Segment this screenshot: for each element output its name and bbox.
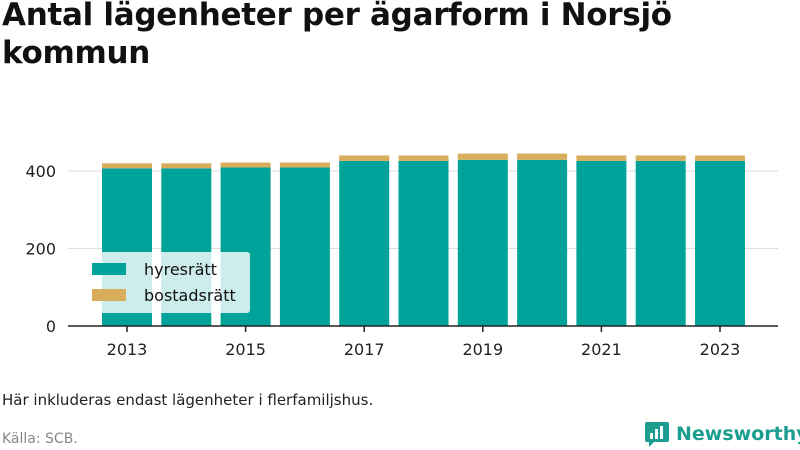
x-tick-label-2015: 2015 — [225, 340, 266, 359]
bar-hyresratt-2021 — [576, 160, 627, 326]
bar-bostadsratt-2016 — [279, 162, 330, 168]
bar-bostadsratt-2021 — [576, 155, 627, 161]
newsworthy-logo-text: Newsworthy — [676, 423, 800, 445]
bar-hyresratt-2016 — [279, 167, 330, 326]
legend: hyresrätt bostadsrätt — [82, 252, 250, 313]
bar-bostadsratt-2017 — [339, 155, 390, 161]
bars — [102, 153, 745, 326]
bar-bostadsratt-2019 — [457, 153, 508, 160]
legend-label-hyresratt: hyresrätt — [144, 259, 217, 279]
y-tick-label-200: 200 — [25, 240, 56, 259]
y-tick-label-0: 0 — [46, 317, 56, 336]
x-tick-label-2013: 2013 — [107, 340, 148, 359]
newsworthy-logo-icon — [645, 422, 669, 447]
bar-bostadsratt-2018 — [398, 155, 449, 161]
newsworthy-logo: Newsworthy — [644, 420, 800, 448]
bar-hyresratt-2020 — [517, 159, 568, 326]
bar-hyresratt-2018 — [398, 160, 449, 326]
chart-source: Källa: SCB. — [2, 431, 78, 447]
chart-note: Här inkluderas endast lägenheter i flerf… — [2, 391, 374, 409]
legend-swatch-hyresratt — [92, 263, 126, 275]
y-tick-label-400: 400 — [25, 162, 56, 181]
bar-bostadsratt-2015 — [220, 162, 271, 168]
legend-swatch-bostadsratt — [92, 289, 126, 301]
x-axis-ticks: 2013 2015 2017 2019 2021 2023 — [107, 326, 741, 359]
bar-bostadsratt-2022 — [635, 155, 686, 161]
bar-hyresratt-2019 — [457, 159, 508, 326]
y-axis-ticks: 0 200 400 — [25, 162, 56, 336]
bar-bostadsratt-2023 — [695, 155, 745, 161]
legend-item-hyresratt: hyresrätt — [92, 258, 217, 280]
bar-bostadsratt-2020 — [517, 153, 568, 160]
bar-hyresratt-2022 — [635, 160, 686, 326]
chart-title: Antal lägenheter per ägarform i Norsjö k… — [2, 0, 672, 71]
x-tick-label-2021: 2021 — [581, 340, 622, 359]
x-tick-label-2023: 2023 — [700, 340, 741, 359]
bar-hyresratt-2023 — [695, 160, 745, 326]
legend-item-bostadsratt: bostadsrätt — [92, 284, 236, 306]
x-tick-label-2019: 2019 — [462, 340, 503, 359]
bar-bostadsratt-2014 — [161, 163, 212, 169]
x-tick-label-2017: 2017 — [344, 340, 385, 359]
bar-hyresratt-2017 — [339, 160, 390, 326]
legend-label-bostadsratt: bostadsrätt — [144, 285, 236, 305]
bar-bostadsratt-2013 — [102, 163, 152, 169]
